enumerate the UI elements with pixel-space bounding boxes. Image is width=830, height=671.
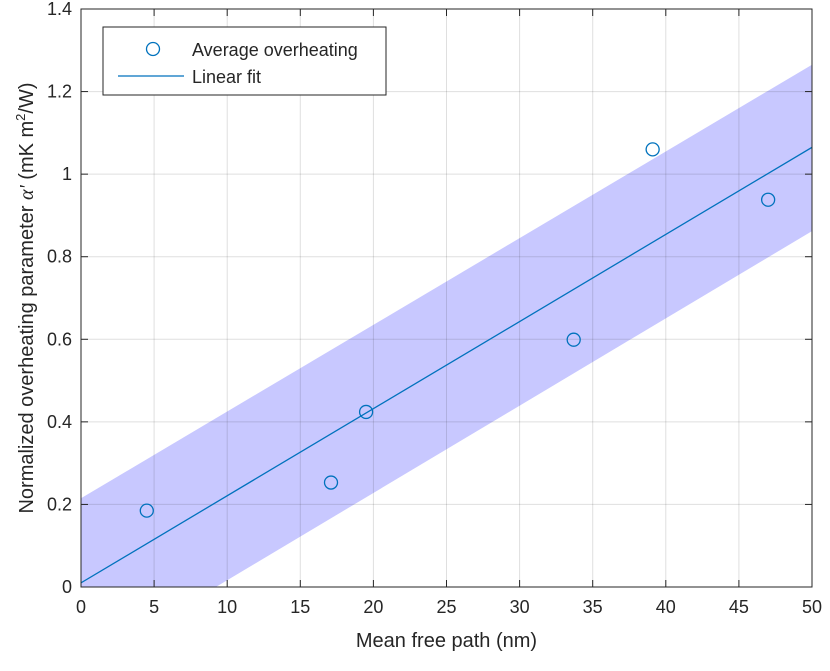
- x-tick-label: 45: [729, 597, 749, 617]
- data-point-average-overheating: [139, 503, 154, 518]
- legend: Average overheating Linear fit: [102, 26, 387, 96]
- y-tick-label: 0.2: [47, 494, 72, 514]
- data-point-average-overheating: [645, 142, 660, 157]
- x-tick-label: 20: [363, 597, 383, 617]
- data-point-average-overheating: [566, 332, 581, 347]
- y-axis-label-symbol: α': [16, 185, 38, 200]
- x-tick-label: 50: [802, 597, 822, 617]
- x-tick-label: 5: [149, 597, 159, 617]
- x-tick-label: 0: [76, 597, 86, 617]
- data-point-average-overheating: [760, 192, 776, 207]
- y-tick-label: 0: [62, 577, 72, 597]
- y-axis-label-unit-close: /W): [16, 82, 38, 113]
- y-axis-label-unit: (mK m: [16, 121, 38, 185]
- legend-label-average-overheating: Average overheating: [192, 40, 358, 60]
- legend-label-linear-fit: Linear fit: [192, 67, 261, 87]
- y-axis-label-prefix: Normalized overheating parameter: [16, 200, 38, 514]
- legend-box: [102, 26, 387, 96]
- y-tick-label: 0.6: [47, 329, 72, 349]
- y-tick-label: 1: [62, 164, 72, 184]
- y-tick-label: 0.8: [47, 247, 72, 267]
- x-tick-label: 10: [217, 597, 237, 617]
- x-tick-label: 35: [583, 597, 603, 617]
- y-axis-label-superscript: 2: [13, 114, 28, 121]
- x-axis-label: Mean free path (nm): [356, 630, 537, 652]
- legend-marker-average-overheating: [145, 41, 161, 57]
- data-point-average-overheating: [323, 475, 339, 490]
- x-tick-label: 15: [290, 597, 310, 617]
- x-tick-label: 25: [436, 597, 456, 617]
- y-tick-label: 1.2: [47, 82, 72, 102]
- linear-fit-line: [81, 146, 812, 584]
- confidence-band: [81, 64, 812, 587]
- x-tick-label: 40: [656, 597, 676, 617]
- y-axis-label: Normalized overheating parameter α' (mK …: [13, 82, 38, 513]
- y-tick-label: 1.4: [47, 0, 72, 19]
- y-tick-label: 0.4: [47, 412, 72, 432]
- data-point-average-overheating: [358, 404, 374, 420]
- x-tick-label: 30: [510, 597, 530, 617]
